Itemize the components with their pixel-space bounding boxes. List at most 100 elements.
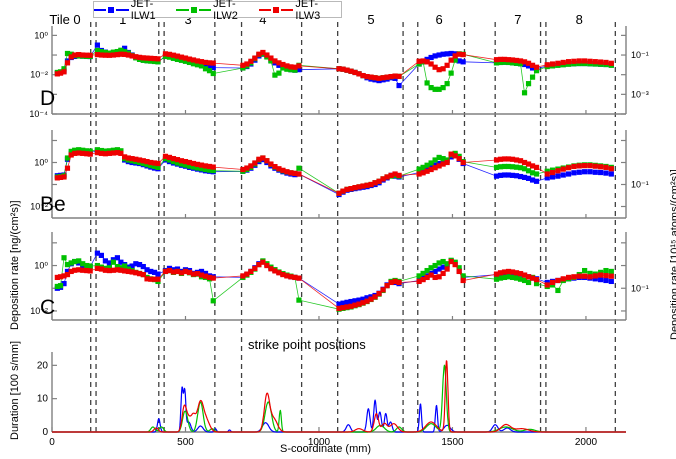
data-point-Be-JET-ILW3: [452, 153, 458, 159]
data-point-C-JET-ILW3: [533, 277, 540, 283]
data-point-Be-JET-ILW3: [170, 156, 177, 162]
data-point-C-JET-ILW3: [198, 272, 205, 278]
data-point-Be-JET-ILW3: [598, 164, 604, 170]
data-point-C-JET-ILW1: [436, 266, 442, 272]
data-point-D-JET-ILW2: [198, 63, 205, 69]
data-point-D-JET-ILW1: [529, 65, 536, 71]
data-point-Be-JET-ILW3: [555, 168, 561, 174]
data-point-C-JET-ILW1: [356, 297, 362, 303]
data-point-D-JET-ILW1: [122, 45, 128, 51]
data-point-D-JET-ILW1: [396, 82, 402, 89]
data-point-Be-JET-ILW3: [194, 161, 201, 167]
data-point-D-JET-ILW2: [509, 60, 516, 66]
data-point-D-JET-ILW3: [98, 52, 104, 58]
data-point-C-JET-ILW1: [348, 298, 354, 305]
data-point-D-JET-ILW3: [598, 59, 604, 65]
data-point-D-JET-ILW1: [525, 63, 532, 69]
data-point-Be-JET-ILW1: [566, 171, 572, 177]
data-point-D-JET-ILW3: [268, 55, 274, 61]
data-point-Be-JET-ILW3: [432, 165, 438, 171]
data-point-C-JET-ILW2: [110, 259, 117, 265]
data-point-Be-JET-ILW3: [162, 153, 169, 159]
data-point-Be-JET-ILW1: [493, 173, 500, 179]
data-point-Be-JET-ILW2: [87, 148, 93, 154]
tile-label-8: 8: [576, 12, 583, 27]
data-point-D-JET-ILW1: [94, 42, 100, 48]
data-point-C-JET-ILW3: [98, 266, 104, 272]
data-point-C-JET-ILW2: [517, 276, 524, 282]
data-point-C-JET-ILW3: [288, 274, 294, 280]
ytick-label-D-2: 10⁻⁴: [29, 109, 48, 119]
data-point-D-JET-ILW3: [186, 56, 193, 62]
data-point-C-JET-ILW3: [64, 271, 71, 278]
data-point-D-JET-ILW2: [64, 50, 71, 57]
data-point-C-JET-ILW3: [448, 258, 454, 265]
data-point-Be-JET-ILW3: [110, 150, 117, 156]
data-point-D-JET-ILW3: [448, 57, 454, 63]
data-point-C-JET-ILW3: [148, 276, 154, 282]
data-point-C-JET-ILW3: [256, 262, 262, 268]
data-point-Be-JET-ILW3: [396, 172, 402, 178]
data-point-C-JET-ILW1: [94, 250, 100, 256]
data-point-Be-JET-ILW3: [444, 159, 450, 166]
data-point-Be-JET-ILW3: [94, 150, 100, 156]
data-point-D-JET-ILW3: [129, 53, 135, 59]
data-point-Be-JET-ILW2: [513, 164, 520, 170]
data-point-Be-JET-ILW1: [525, 175, 532, 181]
data-point-Be-JET-ILW2: [501, 163, 508, 170]
data-point-C-JET-ILW1: [352, 298, 358, 304]
data-point-C-JET-ILW3: [420, 277, 426, 283]
data-point-Be-JET-ILW2: [114, 147, 121, 153]
data-point-C-JET-ILW3: [436, 274, 442, 280]
data-point-Be-JET-ILW2: [416, 166, 422, 172]
data-point-Be-JET-ILW3: [388, 172, 394, 178]
data-point-C-JET-ILW2: [608, 268, 614, 275]
data-point-D-JET-ILW2: [186, 59, 193, 66]
data-point-D-JET-ILW3: [166, 51, 173, 57]
data-point-Be-JET-ILW1: [549, 174, 556, 180]
data-point-Be-JET-ILW2: [533, 171, 540, 177]
data-point-C-JET-ILW3: [416, 278, 422, 285]
data-point-D-JET-ILW3: [260, 49, 266, 56]
data-point-Be-JET-ILW3: [144, 158, 150, 165]
data-point-D-JET-ILW2: [151, 58, 158, 65]
data-point-C-JET-ILW2: [64, 262, 71, 268]
data-point-D-JET-ILW3: [118, 51, 124, 57]
data-point-C-JET-ILW3: [76, 267, 82, 273]
data-point-Be-JET-ILW3: [155, 160, 161, 167]
data-point-Be-JET-ILW1: [555, 173, 561, 179]
ytick-label-D-0: 10⁰: [34, 30, 48, 40]
data-point-D-JET-ILW3: [432, 64, 438, 70]
data-point-Be-JET-ILW3: [133, 156, 139, 162]
data-point-Be-JET-ILW3: [206, 163, 213, 170]
data-point-C-JET-ILW3: [521, 272, 528, 278]
data-point-C-JET-ILW3: [102, 267, 108, 273]
data-point-Be-JET-ILW3: [608, 166, 614, 172]
data-point-Be-JET-ILW3: [276, 166, 282, 172]
data-point-C-JET-ILW3: [392, 278, 398, 285]
data-point-D-JET-ILW3: [388, 73, 394, 80]
data-point-C-JET-ILW3: [376, 291, 382, 297]
data-point-D-JET-ILW3: [452, 53, 458, 59]
data-point-Be-JET-ILW3: [456, 156, 462, 162]
data-point-Be-JET-ILW3: [436, 163, 442, 169]
data-point-D-JET-ILW3: [151, 55, 158, 62]
data-point-D-JET-ILW2: [284, 66, 290, 72]
data-point-C-JET-ILW1: [133, 261, 139, 267]
data-point-C-JET-ILW3: [182, 268, 189, 275]
data-point-C-JET-ILW2: [61, 255, 67, 261]
data-point-D-JET-ILW3: [292, 64, 298, 70]
data-point-C-JET-ILW2: [587, 270, 593, 277]
xtick-label-4: 2000: [575, 437, 598, 448]
data-point-D-JET-ILW3: [376, 75, 382, 81]
legend-label-0: JET-ILW1: [130, 0, 156, 22]
ylabel-left: Deposition rate [ng/(cm²s)]: [9, 200, 21, 330]
data-point-C-JET-ILW3: [549, 279, 556, 286]
data-point-Be-JET-ILW3: [356, 184, 362, 190]
data-point-C-JET-ILW3: [372, 294, 378, 300]
data-point-Be-JET-ILW3: [125, 155, 131, 161]
data-point-D-JET-ILW2: [280, 65, 286, 71]
data-point-D-JET-ILW3: [428, 61, 434, 67]
data-point-C-JET-ILW3: [144, 276, 150, 282]
data-point-Be-JET-ILW3: [106, 150, 112, 156]
